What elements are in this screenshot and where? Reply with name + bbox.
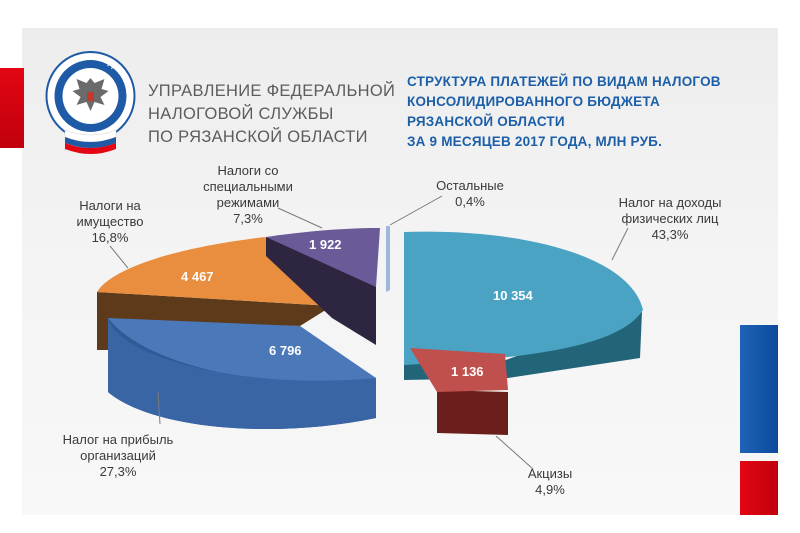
chart-title-line-1: СТРУКТУРА ПЛАТЕЖЕЙ ПО ВИДАМ НАЛОГОВ: [407, 74, 721, 89]
label-ostalnye-percent: 0,4%: [455, 194, 485, 209]
flag-stripes-right: [740, 325, 778, 515]
chart-title-line-3: РЯЗАНСКОЙ ОБЛАСТИ: [407, 114, 565, 129]
label-pribyl-percent: 27,3%: [99, 464, 137, 479]
label-ostalnye-line-1: Остальные: [436, 178, 504, 193]
slice-pribyl: [108, 310, 376, 430]
org-name-line-2: НАЛОГОВОЙ СЛУЖБЫ: [148, 105, 334, 123]
label-akcizy-line-1: Акцизы: [527, 466, 573, 481]
label-pribyl-line-2: организаций: [80, 448, 156, 463]
label-akcizy-percent: 4,9%: [535, 482, 565, 497]
slice-spec: [266, 228, 380, 345]
label-ndfl-line-1: Налог на доходы: [618, 195, 722, 210]
slice-akcizy: [410, 348, 508, 435]
category-label-ostalnye: Остальные 0,4%: [425, 178, 515, 210]
slice-ostalnye: [386, 226, 390, 292]
data-label-imushchestvo: 4 467: [181, 269, 214, 284]
category-label-pribyl: Налог на прибыль организаций 27,3%: [48, 432, 188, 480]
label-spec-line-1: Налоги со: [217, 163, 279, 178]
fns-emblem-logo: ФЕДЕРАЛЬНАЯ НАЛОГОВАЯ СЛУЖБА: [45, 51, 136, 154]
flag-stripe-left: [0, 68, 24, 148]
label-ndfl-percent: 43,3%: [651, 227, 689, 242]
leader-lines: [109, 195, 629, 470]
chart-title: СТРУКТУРА ПЛАТЕЖЕЙ ПО ВИДАМ НАЛОГОВ КОНС…: [407, 72, 747, 152]
data-label-spec: 1 922: [309, 237, 342, 252]
label-imushchestvo-line-2: имущество: [76, 214, 144, 229]
data-label-pribyl: 6 796: [269, 343, 302, 358]
org-name-line-1: УПРАВЛЕНИЕ ФЕДЕРАЛЬНОЙ: [148, 82, 396, 100]
org-name-line-3: ПО РЯЗАНСКОЙ ОБЛАСТИ: [148, 128, 368, 146]
category-label-spec: Налоги со специальными режимами 7,3%: [188, 163, 308, 227]
data-label-ndfl: 10 354: [493, 288, 533, 303]
label-ndfl-line-2: физических лиц: [621, 211, 719, 226]
organization-name: УПРАВЛЕНИЕ ФЕДЕРАЛЬНОЙ НАЛОГОВОЙ СЛУЖБЫ …: [148, 80, 396, 149]
label-spec-line-3: режимами: [216, 195, 280, 210]
category-label-ndfl: Налог на доходы физических лиц 43,3%: [600, 195, 740, 243]
label-imushchestvo-percent: 16,8%: [91, 230, 129, 245]
data-label-akcizy: 1 136: [451, 364, 484, 379]
label-spec-line-2: специальными: [203, 179, 293, 194]
category-label-akcizy: Акцизы 4,9%: [505, 466, 595, 498]
chart-title-line-2: КОНСОЛИДИРОВАННОГО БЮДЖЕТА: [407, 94, 660, 109]
chart-title-line-4: ЗА 9 МЕСЯЦЕВ 2017 ГОДА, МЛН РУБ.: [407, 134, 663, 149]
label-imushchestvo-line-1: Налоги на: [79, 198, 141, 213]
label-spec-percent: 7,3%: [233, 211, 263, 226]
label-pribyl-line-1: Налог на прибыль: [62, 432, 174, 447]
category-label-imushchestvo: Налоги на имущество 16,8%: [55, 198, 165, 246]
